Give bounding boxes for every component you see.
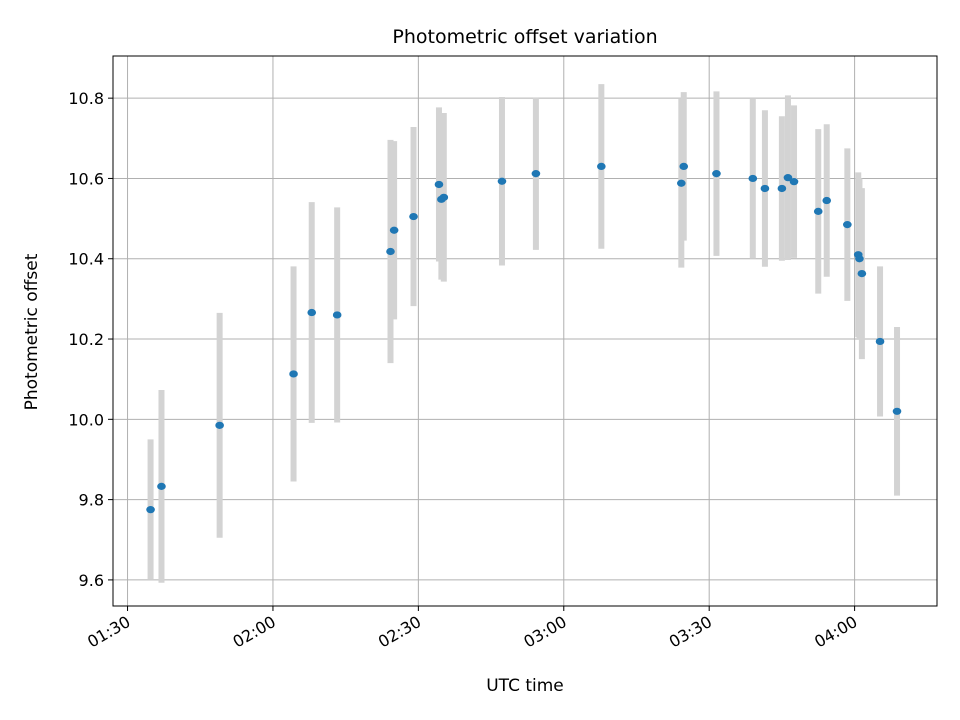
error-bars [147, 84, 901, 583]
data-point [748, 174, 758, 183]
grid [113, 56, 937, 606]
data-point [289, 370, 298, 378]
data-point [875, 337, 885, 346]
data-point [389, 226, 399, 234]
y-axis-ticks: 9.6 9.8 10.0 10.2 10.4 10.6 10.8 [68, 89, 113, 590]
data-point [760, 184, 770, 193]
y-tick-label: 9.8 [79, 491, 104, 510]
x-axis-title: UTC time [486, 676, 564, 696]
data-point [409, 212, 418, 221]
y-tick-label: 10.8 [68, 89, 104, 108]
data-point [783, 174, 793, 182]
data-point [679, 162, 689, 171]
x-tick-label: 04:00 [811, 612, 860, 652]
plot-frame [112, 55, 938, 607]
x-axis-ticks: 01:30 02:00 02:30 03:00 03:30 04:00 [84, 606, 861, 652]
data-point [677, 179, 686, 187]
y-tick-label: 10.2 [68, 330, 104, 349]
y-axis-title: Photometric offset [22, 253, 42, 410]
y-tick-label: 10.6 [68, 169, 104, 188]
data-point [332, 311, 342, 319]
y-tick-label: 9.6 [79, 571, 104, 590]
data-point [146, 506, 155, 514]
y-tick-label: 10.4 [68, 250, 104, 269]
data-point [531, 170, 541, 178]
data-point [597, 162, 606, 171]
data-point [777, 184, 787, 193]
x-tick-label: 02:30 [375, 612, 424, 652]
data-point [307, 308, 317, 317]
data-point [857, 269, 867, 278]
chart-title: Photometric offset variation [392, 26, 657, 48]
y-tick-label: 10.0 [68, 410, 104, 429]
data-point [386, 247, 395, 256]
data-point [157, 482, 166, 490]
x-tick-label: 03:30 [666, 612, 715, 652]
data-point [855, 255, 864, 263]
x-tick-label: 03:00 [520, 612, 569, 652]
data-point [712, 170, 721, 178]
data-points [146, 162, 902, 514]
data-point [813, 207, 823, 215]
data-point [215, 421, 224, 429]
data-point [789, 178, 799, 186]
data-point [892, 407, 902, 415]
data-point [822, 196, 832, 205]
x-tick-label: 02:00 [230, 612, 279, 652]
data-point [439, 193, 449, 201]
x-tick-label: 01:30 [84, 612, 133, 652]
data-point [497, 177, 507, 185]
data-point [843, 221, 852, 229]
data-point [434, 180, 444, 189]
